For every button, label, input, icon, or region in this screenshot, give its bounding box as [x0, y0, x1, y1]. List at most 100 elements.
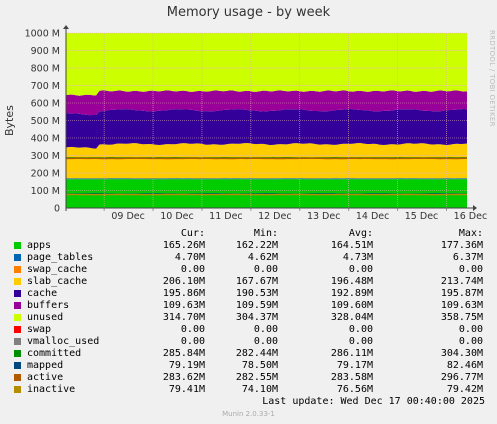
legend-header-max: Max: — [458, 228, 483, 239]
legend-max-value: 177.36M — [440, 240, 483, 251]
legend-row: active 283.62M 282.55M 283.58M 296.77M — [0, 372, 497, 384]
legend-cur-value: 206.10M — [162, 276, 205, 287]
legend-series-name: buffers — [27, 300, 70, 311]
x-tick-label: 15 Dec — [405, 211, 439, 222]
legend-series-name: active — [27, 372, 64, 383]
area-page_tables — [66, 178, 467, 180]
legend-cur-value: 0.00 — [180, 324, 205, 335]
x-tick-label: 09 Dec — [111, 211, 145, 222]
legend-swatch — [14, 338, 21, 345]
legend-series-name: slab_cache — [27, 276, 88, 287]
legend-row: vmalloc_used 0.00 0.00 0.00 0.00 — [0, 336, 497, 348]
legend-cur-value: 283.62M — [162, 372, 205, 383]
legend-min-value: 162.22M — [235, 240, 278, 251]
legend-swatch — [14, 314, 21, 321]
x-tick-label: 12 Dec — [258, 211, 292, 222]
legend-avg-value: 0.00 — [348, 324, 373, 335]
legend-avg-value: 283.58M — [330, 372, 373, 383]
legend-swatch — [14, 302, 21, 309]
legend-max-value: 358.75M — [440, 312, 483, 323]
legend-min-value: 78.50M — [241, 360, 278, 371]
legend-max-value: 0.00 — [458, 324, 483, 335]
legend-min-value: 282.55M — [235, 372, 278, 383]
legend-min-value: 74.10M — [241, 384, 278, 395]
legend-series-name: cache — [27, 288, 58, 299]
legend-row: mapped 79.19M 78.50M 79.17M 82.46M — [0, 360, 497, 372]
x-tick-label: 11 Dec — [209, 211, 243, 222]
legend-swatch — [14, 254, 21, 261]
x-tick-label: 16 Dec — [454, 211, 488, 222]
legend-row: page_tables 4.70M 4.62M 4.73M 6.37M — [0, 252, 497, 264]
legend-avg-value: 286.11M — [330, 348, 373, 359]
legend-row: inactive 79.41M 74.10M 76.56M 79.42M — [0, 384, 497, 396]
x-axis-arrow — [473, 205, 477, 211]
y-tick-label: 1000 M — [25, 29, 60, 40]
legend-cur-value: 0.00 — [180, 264, 205, 275]
legend-cur-value: 0.00 — [180, 336, 205, 347]
legend-swatch — [14, 326, 21, 333]
x-tick-label: 10 Dec — [160, 211, 194, 222]
legend-avg-value: 0.00 — [348, 336, 373, 347]
legend-row: unused 314.70M 304.37M 328.04M 358.75M — [0, 312, 497, 324]
legend-row: apps 165.26M 162.22M 164.51M 177.36M — [0, 240, 497, 252]
y-tick-label: 0 — [54, 204, 60, 215]
legend-max-value: 195.87M — [440, 288, 483, 299]
last-update: Last update: Wed Dec 17 00:40:00 2025 — [262, 396, 485, 407]
legend-max-value: 304.30M — [440, 348, 483, 359]
legend-swatch — [14, 374, 21, 381]
legend-max-value: 6.37M — [452, 252, 483, 263]
legend-series-name: apps — [27, 240, 52, 251]
legend-min-value: 0.00 — [253, 324, 278, 335]
legend-cur-value: 314.70M — [162, 312, 205, 323]
legend-avg-value: 328.04M — [330, 312, 373, 323]
legend-header-cur: Cur: — [180, 228, 205, 239]
legend-avg-value: 164.51M — [330, 240, 373, 251]
legend-cur-value: 4.70M — [174, 252, 205, 263]
legend-swatch — [14, 290, 21, 297]
legend-cur-value: 195.86M — [162, 288, 205, 299]
legend-cur-value: 79.19M — [168, 360, 205, 371]
legend-avg-value: 0.00 — [348, 264, 373, 275]
y-tick-label: 900 M — [31, 46, 60, 57]
legend-max-value: 79.42M — [446, 384, 483, 395]
legend-cur-value: 285.84M — [162, 348, 205, 359]
legend-series-name: mapped — [27, 360, 64, 371]
legend-row: committed 285.84M 282.44M 286.11M 304.30M — [0, 348, 497, 360]
legend-cur-value: 109.63M — [162, 300, 205, 311]
area-cache — [66, 109, 467, 149]
legend-row: slab_cache 206.10M 167.67M 196.48M 213.74M — [0, 276, 497, 288]
y-axis-arrow — [63, 25, 69, 29]
legend-max-value: 213.74M — [440, 276, 483, 287]
area-unused — [66, 33, 467, 96]
y-tick-label: 300 M — [31, 151, 60, 162]
legend-series-name: committed — [27, 348, 82, 359]
legend-series-name: swap_cache — [27, 264, 88, 275]
legend-max-value: 82.46M — [446, 360, 483, 371]
y-tick-label: 100 M — [31, 186, 60, 197]
legend-cur-value: 79.41M — [168, 384, 205, 395]
legend-max-value: 0.00 — [458, 336, 483, 347]
legend-avg-value: 76.56M — [336, 384, 373, 395]
legend-swatch — [14, 278, 21, 285]
y-tick-label: 700 M — [31, 81, 60, 92]
rrdtool-credit: RRDTOOL / TOBI OETIKER — [488, 30, 496, 127]
legend-swatch — [14, 266, 21, 273]
chart-title: Memory usage - by week — [166, 5, 331, 20]
legend-series-name: inactive — [27, 384, 76, 395]
legend-min-value: 0.00 — [253, 264, 278, 275]
legend-avg-value: 4.73M — [342, 252, 373, 263]
chart-plot: 0 100 M 200 M 300 M 400 M 500 M 600 M 700 M 800 … — [25, 25, 488, 222]
legend-series-name: vmalloc_used — [27, 336, 100, 347]
legend-avg-value: 196.48M — [330, 276, 373, 287]
legend-series-name: swap — [27, 324, 52, 335]
y-tick-label: 600 M — [31, 99, 60, 110]
legend-swatch — [14, 350, 21, 357]
legend-max-value: 109.63M — [440, 300, 483, 311]
area-slab_cache — [66, 143, 467, 179]
y-tick-label: 500 M — [31, 116, 60, 127]
legend-min-value: 167.67M — [235, 276, 278, 287]
munin-version: Munin 2.0.33-1 — [222, 410, 275, 418]
legend-avg-value: 79.17M — [336, 360, 373, 371]
y-tick-label: 400 M — [31, 134, 60, 145]
